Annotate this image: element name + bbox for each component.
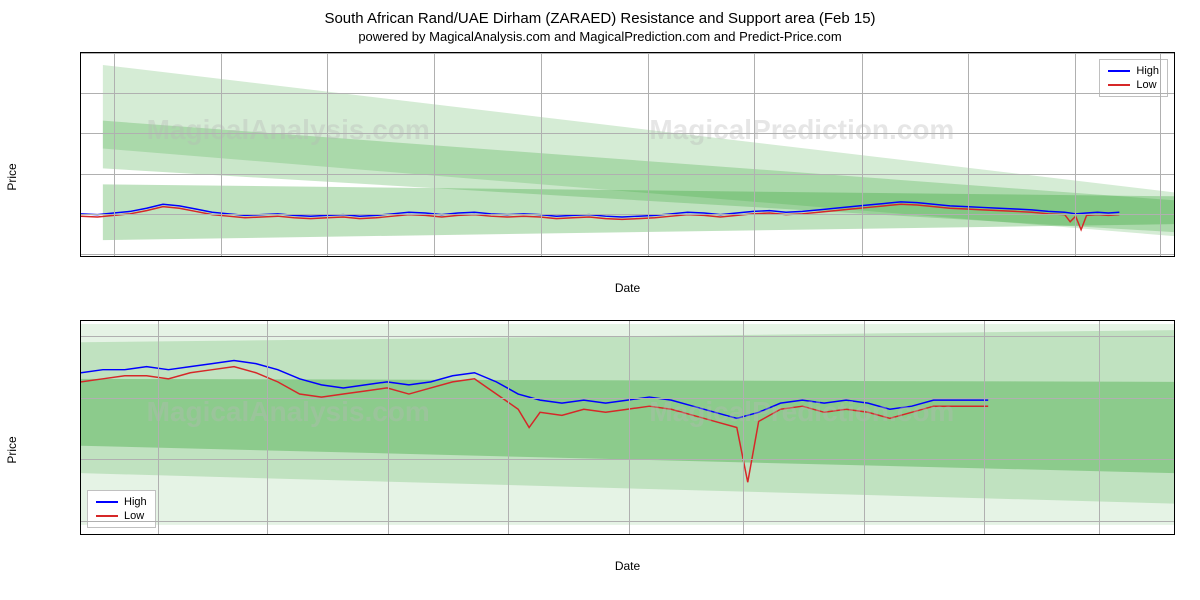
gridline-h — [81, 53, 1174, 54]
y-tick-label: 0.22 — [80, 330, 81, 342]
gridline-v — [968, 53, 969, 256]
gridline-v — [434, 53, 435, 256]
gridline-v — [864, 321, 865, 534]
legend-swatch-high — [1108, 70, 1130, 72]
x-tick-label: 2024-11-01 — [130, 534, 185, 535]
x-tick-label: 2023-07 — [94, 256, 134, 257]
gridline-v — [114, 53, 115, 256]
x-tick-label: 2024-12-15 — [480, 534, 536, 535]
gridline-v — [388, 321, 389, 534]
x-tick-label: 2025-01-01 — [600, 534, 656, 535]
x-tick-label: 2024-12-01 — [359, 534, 415, 535]
gridline-v — [754, 53, 755, 256]
legend-item-low: Low — [1108, 78, 1159, 92]
x-tick-label: 2025-02-01 — [836, 534, 892, 535]
x-axis-label: Date — [80, 281, 1175, 295]
gridline-h — [81, 93, 1174, 94]
x-tick-label: 2025-03-01 — [1071, 534, 1127, 535]
gridline-v — [648, 53, 649, 256]
chart-container: South African Rand/UAE Dirham (ZARAED) R… — [0, 0, 1200, 600]
x-tick-label: 2024-09 — [842, 256, 882, 257]
gridline-v — [327, 53, 328, 256]
gridline-h — [81, 336, 1174, 337]
x-tick-label: 2024-11 — [948, 256, 988, 257]
y-tick-label: 0.18 — [80, 453, 81, 465]
y-axis-label: Price — [5, 436, 19, 463]
y-tick-label: 0.15 — [80, 248, 81, 257]
y-tick-label: 0.25 — [80, 168, 81, 180]
x-tick-label: 2024-03 — [521, 256, 561, 257]
legend-swatch-low — [1108, 84, 1130, 86]
y-axis-label: Price — [5, 163, 19, 190]
y-tick-label: 0.40 — [80, 52, 81, 59]
y-tick-label: 0.16 — [80, 515, 81, 527]
x-tick-label: 2025-01-15 — [715, 534, 771, 535]
chart-top: Price MagicalAnalysis.com MagicalPredict… — [20, 52, 1180, 302]
chart-title: South African Rand/UAE Dirham (ZARAED) R… — [20, 10, 1180, 27]
legend-top: High Low — [1099, 59, 1168, 97]
x-tick-label: 2024-05 — [628, 256, 668, 257]
gridline-v — [1160, 53, 1161, 256]
gridline-v — [984, 321, 985, 534]
gridline-h — [81, 214, 1174, 215]
legend-item-high: High — [96, 495, 147, 509]
gridline-v — [508, 321, 509, 534]
x-tick-label: 2023-11 — [308, 256, 348, 257]
gridline-h — [81, 254, 1174, 255]
plot-area-top: MagicalAnalysis.com MagicalPrediction.co… — [80, 52, 1175, 257]
chart-bottom: Price MagicalAnalysis.com MagicalPredict… — [20, 320, 1180, 580]
gridline-v — [743, 321, 744, 534]
gridline-v — [158, 321, 159, 534]
y-tick-label: 0.30 — [80, 127, 81, 139]
gridline-v — [1099, 321, 1100, 534]
x-tick-label: 2024-01 — [413, 256, 453, 257]
gridline-v — [221, 53, 222, 256]
legend-bottom: High Low — [87, 490, 156, 528]
x-tick-label: 2025-03 — [1139, 256, 1175, 257]
y-tick-label: 0.20 — [80, 392, 81, 404]
gridline-h — [81, 459, 1174, 460]
plot-area-bottom: MagicalAnalysis.com MagicalPrediction.co… — [80, 320, 1175, 535]
legend-label-high: High — [1136, 65, 1159, 77]
gridline-h — [81, 174, 1174, 175]
x-axis-label: Date — [80, 559, 1175, 573]
legend-label-high: High — [124, 496, 147, 508]
x-tick-label: 2024-11-15 — [239, 534, 294, 535]
gridline-v — [1075, 53, 1076, 256]
gridline-h — [81, 398, 1174, 399]
y-tick-label: 0.20 — [80, 208, 81, 220]
gridline-h — [81, 133, 1174, 134]
x-tick-label: 2025-01 — [1055, 256, 1095, 257]
chart-subtitle: powered by MagicalAnalysis.com and Magic… — [20, 29, 1180, 44]
x-tick-label: 2025-02-15 — [956, 534, 1012, 535]
gridline-v — [267, 321, 268, 534]
gridline-v — [629, 321, 630, 534]
x-tick-label: 2023-09 — [201, 256, 241, 257]
x-tick-label: 2024-07 — [734, 256, 774, 257]
legend-swatch-low — [96, 515, 118, 517]
legend-swatch-high — [96, 501, 118, 503]
gridline-h — [81, 521, 1174, 522]
y-tick-label: 0.35 — [80, 87, 81, 99]
gridline-v — [541, 53, 542, 256]
gridline-v — [862, 53, 863, 256]
legend-label-low: Low — [1136, 79, 1156, 91]
legend-item-high: High — [1108, 64, 1159, 78]
